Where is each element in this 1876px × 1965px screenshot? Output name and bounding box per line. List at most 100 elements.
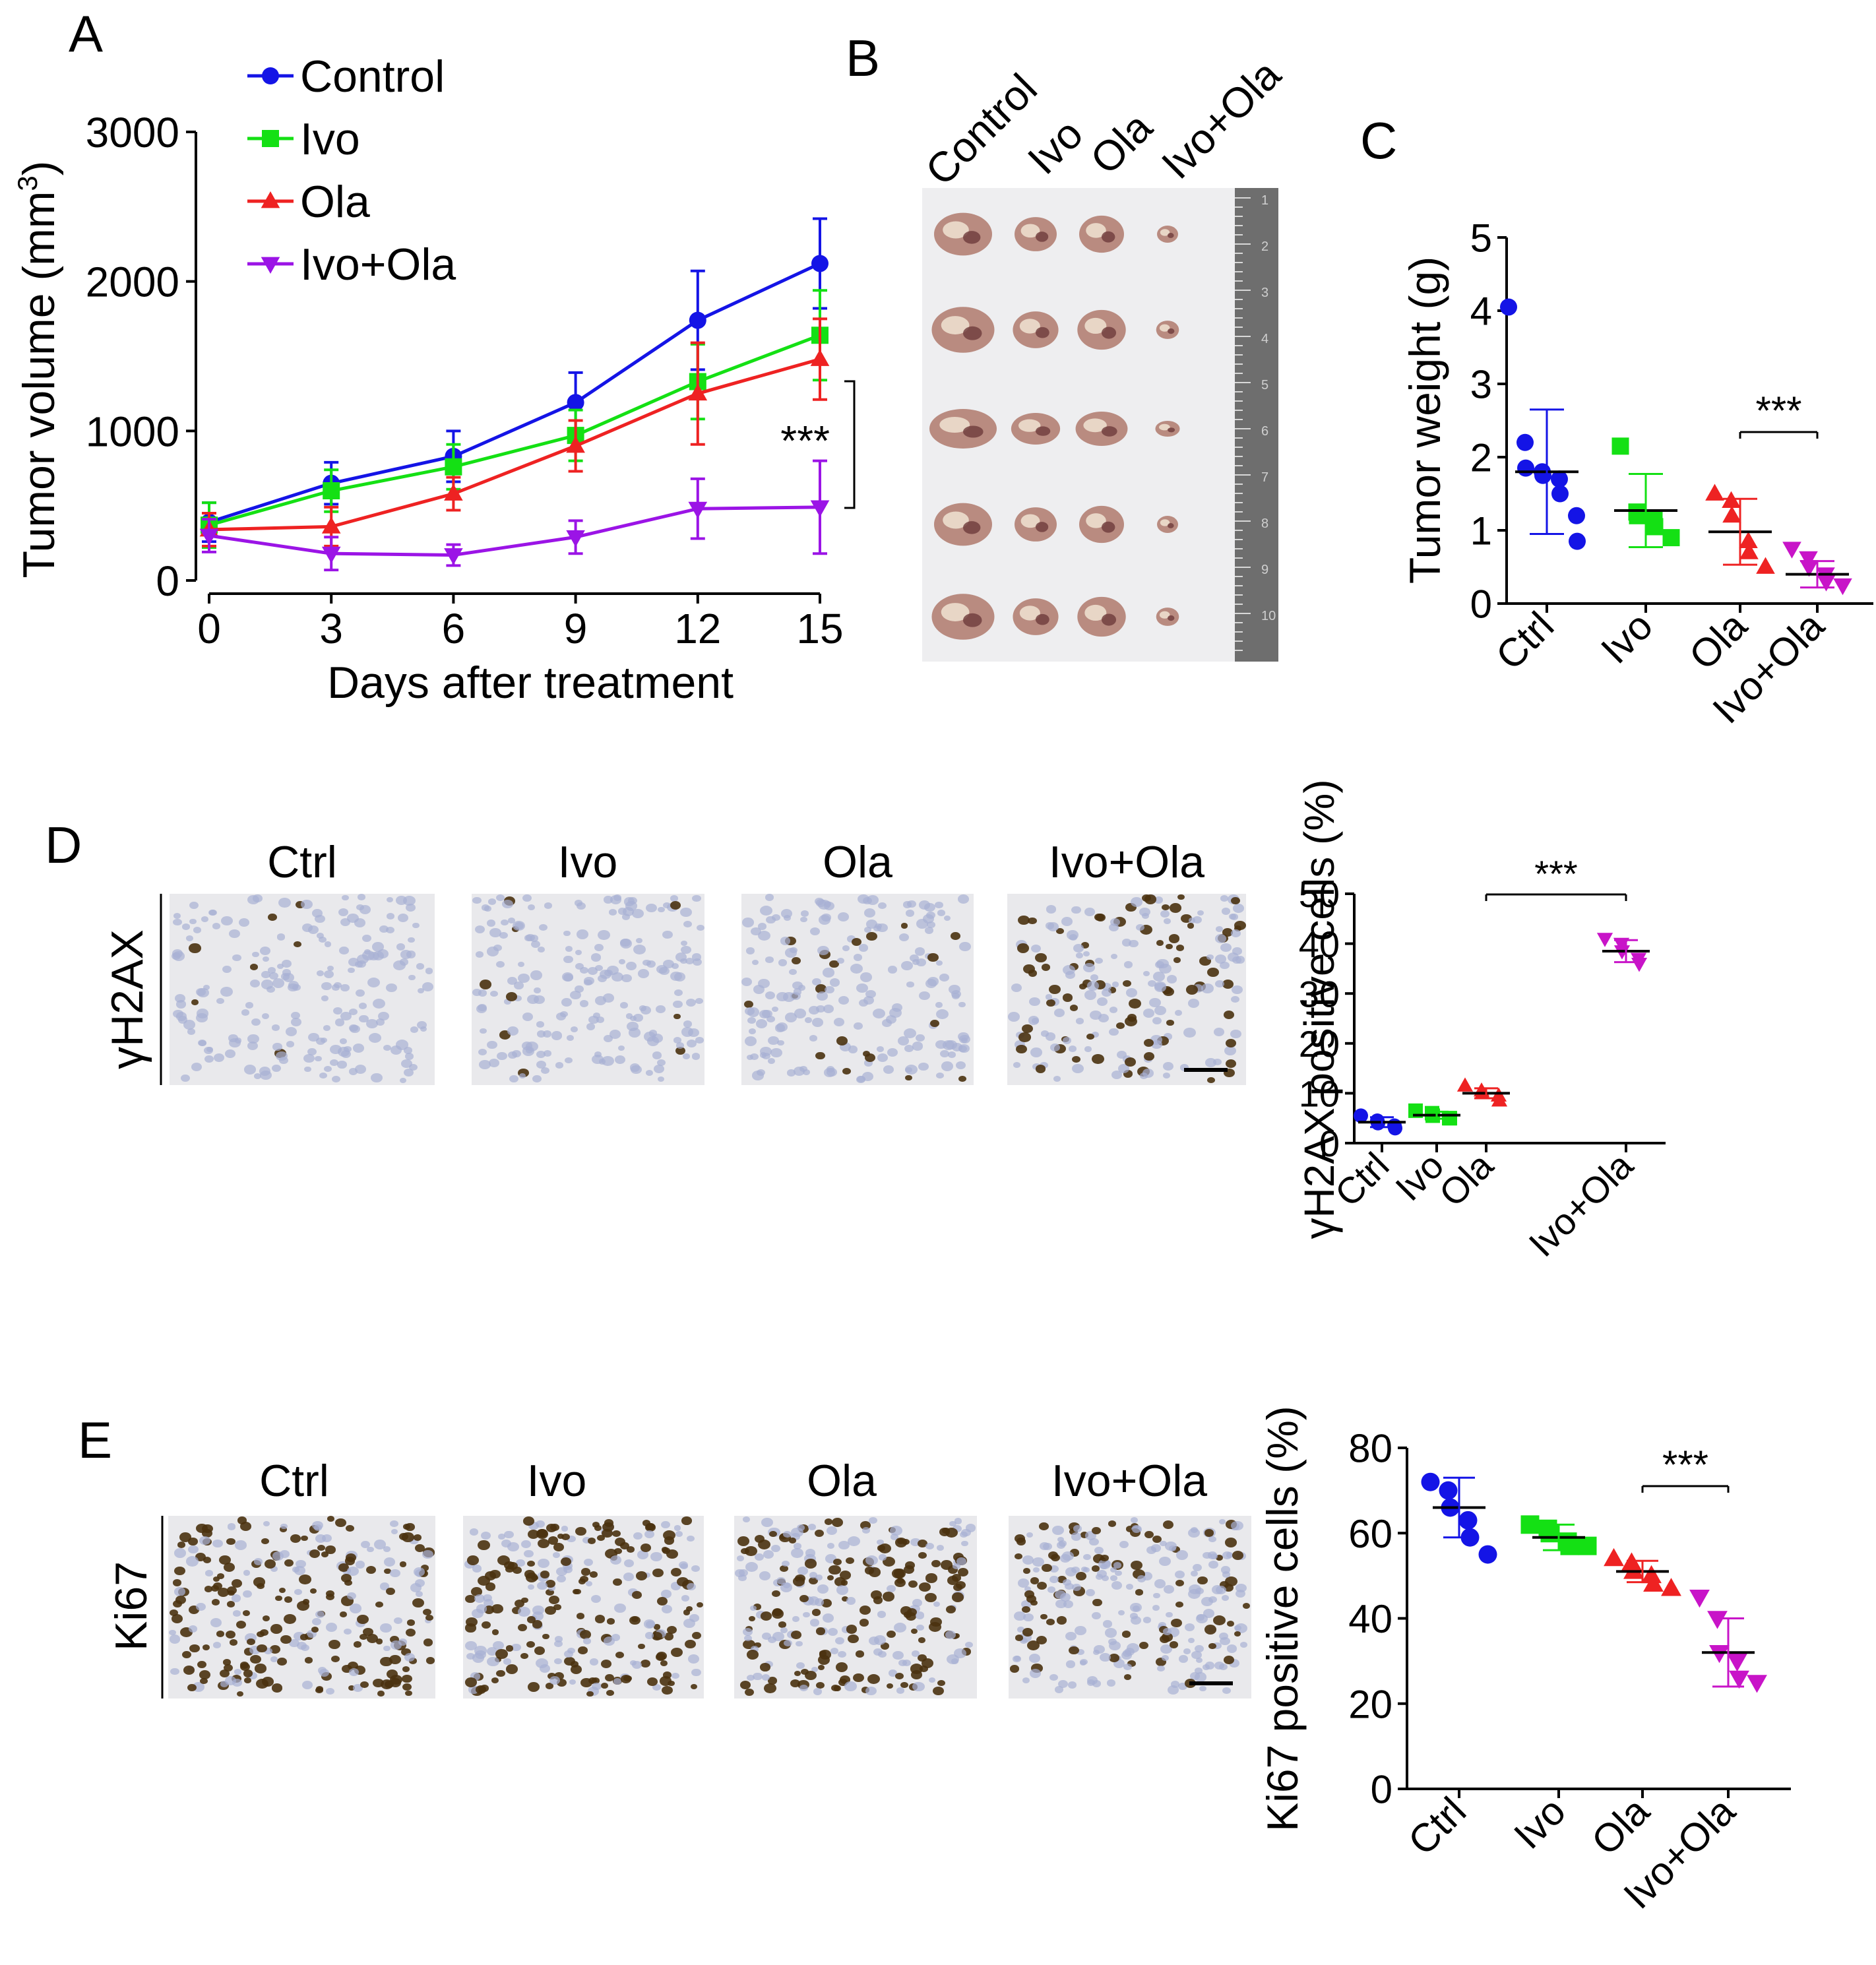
cell-nucleus [746,1055,754,1061]
cell-nucleus [498,1534,505,1540]
cell-nucleus [521,1598,528,1604]
cell-nucleus [836,957,844,964]
row-label-ki67: Ki67 [106,1561,156,1651]
cell-nucleus [894,1623,907,1633]
cell-nucleus [216,1630,225,1637]
tumor-highlight [1159,611,1170,619]
cell-nucleus [791,1527,803,1538]
ruler-digit: 2 [1261,239,1268,254]
cell-nucleus [863,1059,873,1067]
cell-nucleus [955,1580,966,1590]
cell-nucleus [497,1555,510,1566]
cell-nucleus [927,921,935,928]
cell-nucleus [1016,943,1029,953]
cell-nucleus [228,1034,238,1042]
cell-nucleus [272,1043,282,1051]
cell-nucleus [810,927,820,936]
cell-nucleus [241,1009,249,1016]
cell-nucleus [590,953,602,962]
cell-nucleus [420,1026,427,1032]
cell-nucleus [666,1549,679,1559]
cell-nucleus [231,1594,241,1602]
y-axis-label: Tumor weight (g) [1400,257,1449,584]
cell-nucleus [1023,1568,1030,1574]
cell-nucleus [489,927,501,937]
cell-nucleus [345,1553,356,1562]
cell-nucleus [803,1069,811,1075]
cell-nucleus [887,1584,896,1592]
cell-nucleus [1113,1562,1121,1569]
cell-nucleus [1049,1043,1060,1051]
cell-nucleus [592,1522,600,1528]
cell-nucleus [927,953,939,962]
cell-nucleus [271,1065,281,1072]
cell-nucleus [404,1653,415,1662]
cell-nucleus [1207,1076,1215,1083]
cell-nucleus [611,1530,621,1538]
cell-nucleus [360,1633,367,1640]
cell-nucleus [326,1590,335,1598]
cell-nucleus [1208,1561,1219,1569]
cell-nucleus [1065,971,1075,980]
cell-nucleus [799,916,807,923]
chart-a-significance-bracket [844,380,856,509]
cell-nucleus [420,1565,429,1572]
cell-nucleus [1212,1642,1222,1650]
ytick-label: 5 [1470,216,1492,261]
cell-nucleus [286,1041,294,1048]
cell-nucleus [582,1536,592,1544]
cell-nucleus [328,1639,340,1649]
cell-nucleus [1160,1644,1172,1654]
cell-nucleus [1194,1644,1204,1653]
cell-nucleus [768,1636,776,1643]
data-point [1705,483,1724,501]
cell-nucleus [323,970,334,979]
cell-nucleus [516,1559,525,1567]
tumor-highlight [1160,519,1170,526]
cell-nucleus [879,1554,887,1561]
cell-nucleus [362,935,372,943]
cell-nucleus [1232,1551,1244,1560]
cell-nucleus [1154,1578,1166,1589]
cell-nucleus [487,898,497,905]
cell-nucleus [199,1536,211,1545]
cell-nucleus [1092,1053,1104,1064]
cell-nucleus [905,910,914,917]
cell-nucleus [475,1650,486,1659]
cell-nucleus [675,1042,685,1049]
cell-nucleus [1096,997,1108,1007]
cell-nucleus [340,1611,347,1617]
cell-nucleus [816,991,828,1001]
cell-nucleus [892,1651,904,1660]
cell-nucleus [373,1540,386,1549]
data-point [321,516,341,534]
cell-nucleus [1135,923,1145,931]
cell-nucleus [282,968,292,976]
cell-nucleus [1029,997,1041,1007]
cell-nucleus [1079,983,1087,990]
cell-nucleus [487,947,499,956]
cell-nucleus [284,1596,292,1603]
cell-nucleus [1115,1022,1125,1030]
cell-nucleus [496,961,505,968]
cell-nucleus [546,1524,557,1533]
cell-nucleus [173,913,181,920]
cell-nucleus [808,1576,819,1585]
cell-nucleus [284,1559,294,1567]
cell-nucleus [1069,1646,1079,1655]
cell-nucleus [172,951,185,961]
cell-nucleus [507,1026,519,1036]
cell-nucleus [563,930,571,937]
cell-nucleus [386,1669,398,1679]
data-point [1729,1670,1749,1689]
cell-nucleus [373,1678,384,1687]
data-point [1689,1589,1710,1608]
cell-nucleus [521,1042,532,1050]
cell-nucleus [593,1013,600,1018]
cell-nucleus [842,1068,851,1075]
cell-nucleus [425,1657,435,1665]
cell-nucleus [242,1590,253,1598]
cell-nucleus [1221,1594,1230,1601]
cell-nucleus [243,1669,253,1678]
xtick-label: Ctrl [1400,1789,1474,1863]
